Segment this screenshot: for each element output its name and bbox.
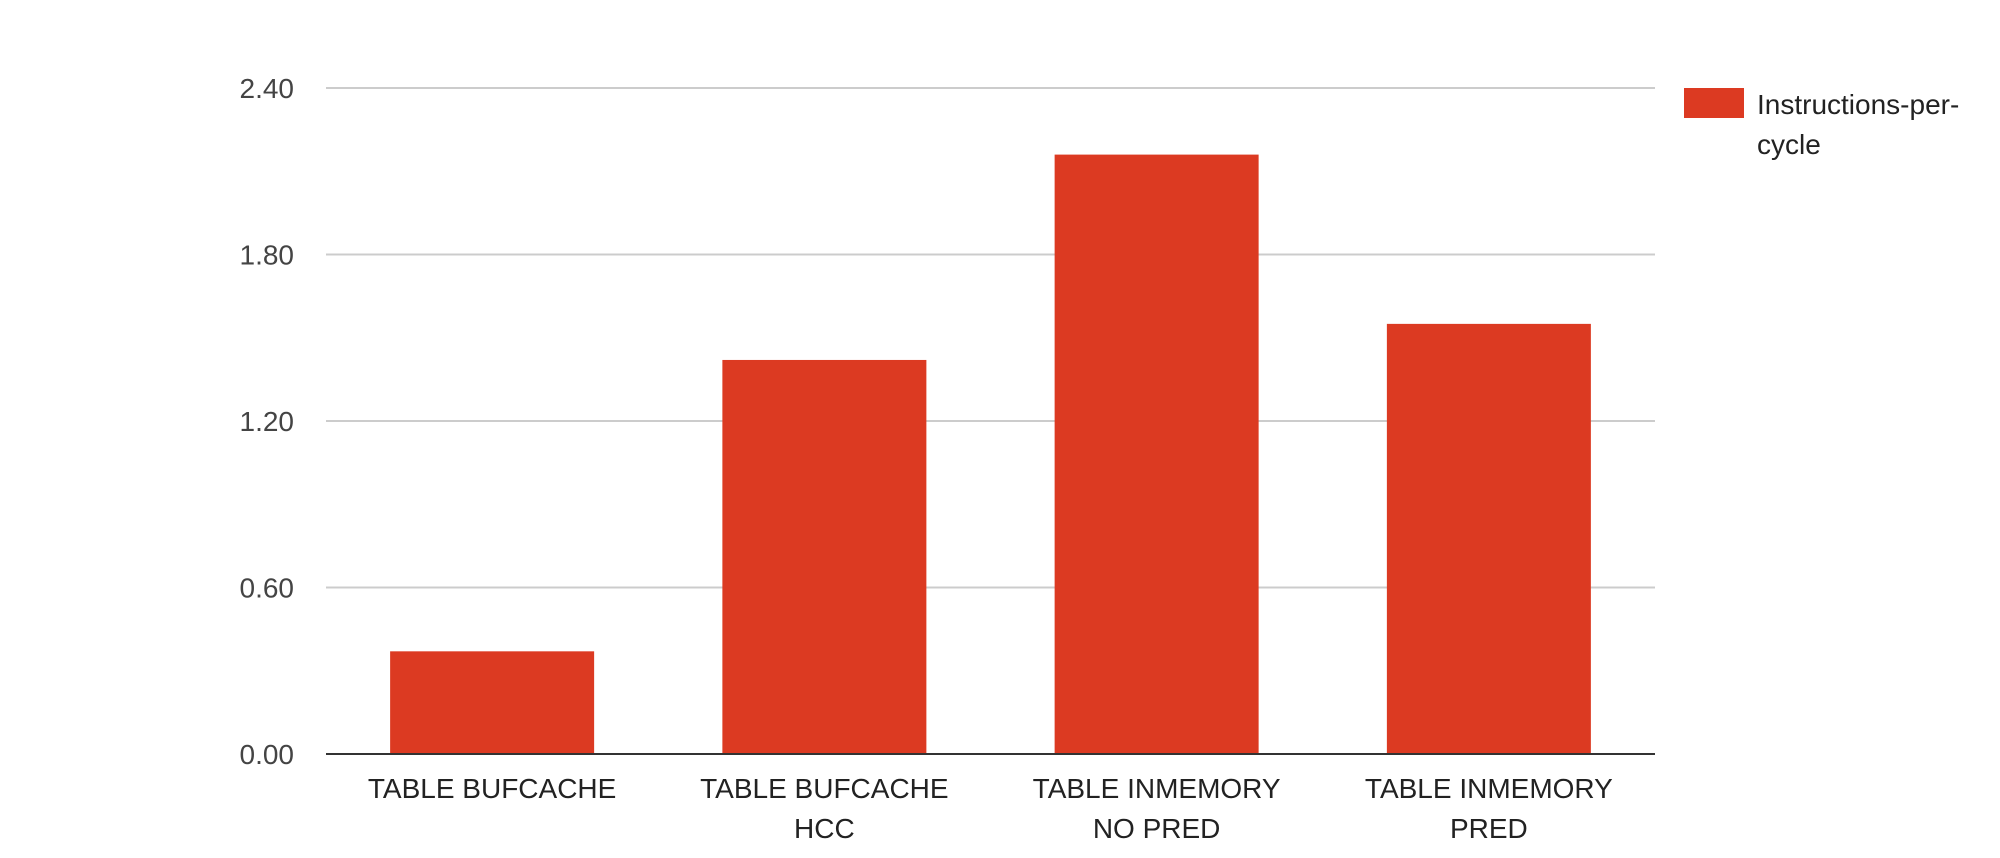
y-tick-label: 0.00 — [240, 739, 295, 770]
legend: Instructions-per-cycle — [1684, 88, 1959, 160]
x-category-label: TABLE INMEMORY — [1033, 773, 1281, 804]
x-category-label: TABLE BUFCACHE — [700, 773, 948, 804]
x-category-label: TABLE BUFCACHE — [368, 773, 616, 804]
bar — [1054, 154, 1259, 755]
x-category-label: NO PRED — [1093, 813, 1221, 844]
y-tick-label: 1.80 — [240, 240, 295, 271]
legend-label-line: Instructions-per- — [1757, 89, 1959, 120]
bars — [390, 154, 1591, 755]
y-tick-label: 2.40 — [240, 73, 295, 104]
y-tick-label: 1.20 — [240, 406, 295, 437]
x-category-label: TABLE INMEMORY — [1365, 773, 1613, 804]
bar — [390, 651, 595, 754]
x-axis-category-labels: TABLE BUFCACHE TABLE BUFCACHE HCC TABLE INM… — [368, 773, 1613, 844]
legend-label-line: cycle — [1757, 129, 1821, 160]
y-tick-label: 0.60 — [240, 573, 295, 604]
x-category-label: PRED — [1450, 813, 1528, 844]
legend-label: Instructions-per-cycle — [1757, 89, 1959, 160]
bar — [1386, 323, 1591, 754]
legend-swatch — [1684, 88, 1744, 118]
bar — [722, 359, 927, 754]
y-axis-tick-labels: 0.00 0.60 1.20 1.80 2.40 — [240, 73, 295, 770]
x-category-label: HCC — [794, 813, 855, 844]
